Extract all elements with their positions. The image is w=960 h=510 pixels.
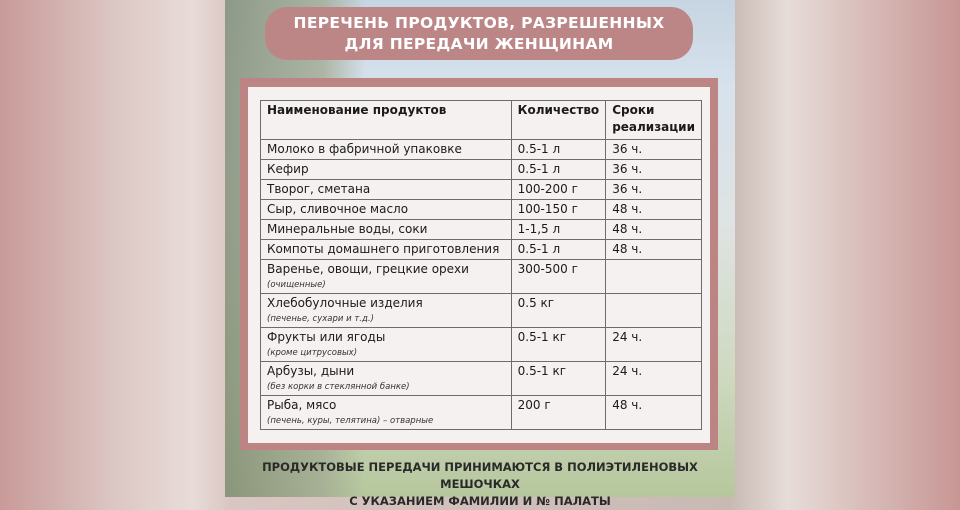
term-cell: 48 ч.	[605, 199, 702, 220]
term-cell: 36 ч.	[605, 139, 702, 160]
products-table: Наименование продуктов Количество Сроки …	[260, 100, 702, 430]
header-name: Наименование продуктов	[260, 100, 512, 140]
quantity-cell: 0.5-1 кг	[510, 361, 607, 396]
term-cell: 36 ч.	[605, 179, 702, 200]
product-note: (очищенные)	[267, 280, 326, 290]
product-name-cell: Хлебобулочные изделия (печенье, сухари и …	[260, 293, 512, 328]
product-note: (без корки в стеклянной банке)	[267, 382, 410, 392]
table-row: Рыба, мясо (печень, куры, телятина) – отв…	[260, 395, 702, 430]
table-row: Сыр, сливочное масло 100-150 г 48 ч.	[260, 199, 702, 220]
product-name-cell: Рыба, мясо (печень, куры, телятина) – отв…	[260, 395, 512, 430]
quantity-cell: 200 г	[510, 395, 607, 430]
table-row: Хлебобулочные изделия (печенье, сухари и …	[260, 293, 702, 328]
term-cell	[605, 259, 702, 294]
product-name: Рыба, мясо	[267, 398, 337, 412]
term-cell: 36 ч.	[605, 159, 702, 180]
title-line-2: ДЛЯ ПЕРЕДАЧИ ЖЕНЩИНАМ	[344, 34, 614, 53]
header-term: Сроки реализации	[605, 100, 702, 140]
product-name: Арбузы, дыни	[267, 364, 355, 378]
quantity-cell: 0.5-1 л	[510, 159, 607, 180]
product-name: Кефир	[267, 162, 309, 176]
table-row: Минеральные воды, соки 1-1,5 л 48 ч.	[260, 219, 702, 240]
table-header-row: Наименование продуктов Количество Сроки …	[260, 100, 702, 140]
product-note: (печень, куры, телятина) – отварные	[267, 416, 434, 426]
product-name: Молоко в фабричной упаковке	[267, 142, 462, 156]
quantity-cell: 0.5 кг	[510, 293, 607, 328]
quantity-cell: 1-1,5 л	[510, 219, 607, 240]
quantity-cell: 100-150 г	[510, 199, 607, 220]
quantity-cell: 0.5-1 л	[510, 139, 607, 160]
product-note: (печенье, сухари и т.д.)	[267, 314, 374, 324]
quantity-cell: 0.5-1 л	[510, 239, 607, 260]
product-name: Минеральные воды, соки	[267, 222, 428, 236]
product-name-cell: Кефир	[260, 159, 512, 180]
footer-note: ПРОДУКТОВЫЕ ПЕРЕДАЧИ ПРИНИМАЮТСЯ В ПОЛИЭ…	[225, 459, 735, 510]
product-name: Компоты домашнего приготовления	[267, 242, 500, 256]
product-name: Хлебобулочные изделия	[267, 296, 423, 310]
term-cell: 48 ч.	[605, 219, 702, 240]
title-line-1: ПЕРЕЧЕНЬ ПРОДУКТОВ, РАЗРЕШЕННЫХ	[293, 13, 665, 32]
product-name-cell: Фрукты или ягоды (кроме цитрусовых)	[260, 327, 512, 362]
term-cell: 24 ч.	[605, 361, 702, 396]
quantity-cell: 0.5-1 кг	[510, 327, 607, 362]
product-name-cell: Арбузы, дыни (без корки в стеклянной банк…	[260, 361, 512, 396]
table-row: Кефир 0.5-1 л 36 ч.	[260, 159, 702, 180]
product-name: Варенье, овощи, грецкие орехи	[267, 262, 469, 276]
product-name-cell: Варенье, овощи, грецкие орехи (очищенные)	[260, 259, 512, 294]
product-name: Творог, сметана	[267, 182, 371, 196]
term-cell: 24 ч.	[605, 327, 702, 362]
footer-line-2: С УКАЗАНИЕМ ФАМИЛИИ И № ПАЛАТЫ	[349, 494, 611, 508]
quantity-cell: 100-200 г	[510, 179, 607, 200]
product-note: (кроме цитрусовых)	[267, 348, 358, 358]
term-cell: 48 ч.	[605, 395, 702, 430]
term-cell	[605, 293, 702, 328]
product-name-cell: Молоко в фабричной упаковке	[260, 139, 512, 160]
table-row: Творог, сметана 100-200 г 36 ч.	[260, 179, 702, 200]
table-row: Фрукты или ягоды (кроме цитрусовых) 0.5-1 …	[260, 327, 702, 362]
table-row: Варенье, овощи, грецкие орехи (очищенные)…	[260, 259, 702, 294]
page-title: ПЕРЕЧЕНЬ ПРОДУКТОВ, РАЗРЕШЕННЫХ ДЛЯ ПЕРЕ…	[265, 7, 693, 60]
product-name-cell: Творог, сметана	[260, 179, 512, 200]
table-row: Арбузы, дыни (без корки в стеклянной банк…	[260, 361, 702, 396]
footer-line-1: ПРОДУКТОВЫЕ ПЕРЕДАЧИ ПРИНИМАЮТСЯ В ПОЛИЭ…	[262, 460, 698, 491]
product-name-cell: Минеральные воды, соки	[260, 219, 512, 240]
header-quantity: Количество	[510, 100, 607, 140]
term-cell: 48 ч.	[605, 239, 702, 260]
product-name: Фрукты или ягоды	[267, 330, 386, 344]
product-name-cell: Компоты домашнего приготовления	[260, 239, 512, 260]
product-name: Сыр, сливочное масло	[267, 202, 409, 216]
product-name-cell: Сыр, сливочное масло	[260, 199, 512, 220]
table-row: Компоты домашнего приготовления 0.5-1 л 48…	[260, 239, 702, 260]
table-row: Молоко в фабричной упаковке 0.5-1 л 36 ч.	[260, 139, 702, 160]
quantity-cell: 300-500 г	[510, 259, 607, 294]
